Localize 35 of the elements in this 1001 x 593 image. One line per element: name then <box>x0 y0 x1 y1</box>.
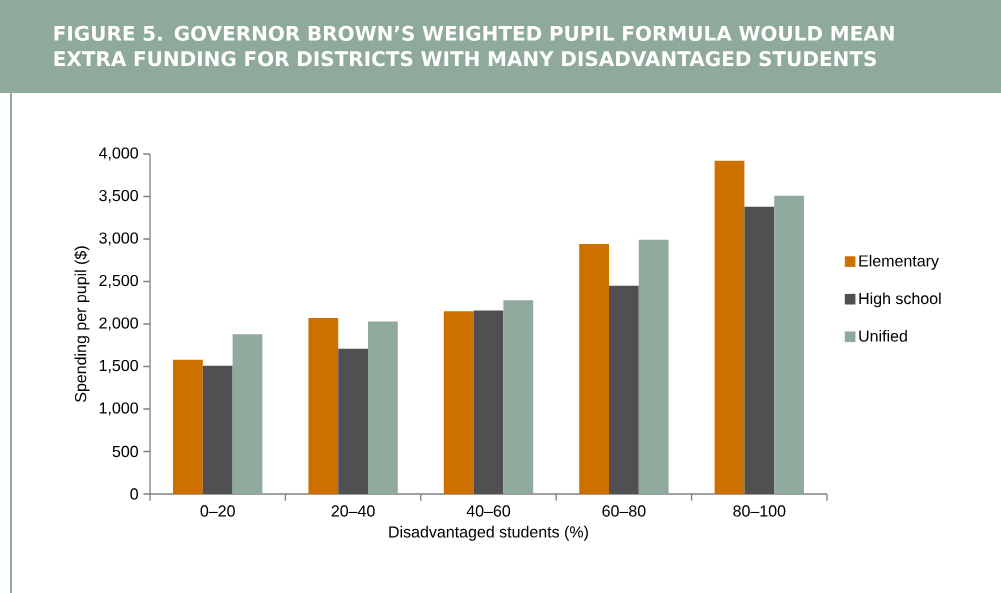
x-axis-title: Disadvantaged students (%) <box>389 525 588 541</box>
x-tick-label: 20–40 <box>331 505 375 517</box>
y-tick-label: 500 <box>112 445 139 458</box>
bar <box>173 359 203 494</box>
bar <box>308 318 339 494</box>
bar <box>443 311 474 494</box>
bar <box>232 334 263 494</box>
bar <box>714 160 745 494</box>
bar <box>202 365 233 494</box>
bar <box>503 300 534 494</box>
y-tick-label: 0 <box>130 488 139 500</box>
bar <box>579 244 609 494</box>
y-tick-label: 2,500 <box>99 274 139 289</box>
bar <box>744 206 775 494</box>
legend-label: High school <box>859 292 941 308</box>
x-tick-label: 40–60 <box>466 505 511 517</box>
bar <box>774 195 804 494</box>
legend-label: Elementary <box>859 254 939 270</box>
bar <box>609 285 639 494</box>
y-tick-label: 3,000 <box>99 232 139 246</box>
y-tick-label: 4,000 <box>98 147 139 161</box>
y-axis-title: Spending per pupil ($) <box>74 246 90 402</box>
bar <box>473 310 504 494</box>
legend-label: Unified <box>859 329 907 342</box>
x-tick-label: 60–80 <box>602 505 646 517</box>
chart-title: FIGURE 5. GOVERNOR BROWN’S WEIGHTED PUPIL FORMULA WOULD MEAN EXTRA FUNDING FOR DISTRICTS WITH MANY DISADVANTAGED STUDENTS <box>54 25 894 67</box>
bar <box>638 239 669 494</box>
y-tick-label: 2,000 <box>99 317 139 331</box>
y-tick-label: 1,000 <box>99 402 139 416</box>
bar <box>338 348 368 494</box>
bar <box>368 321 398 494</box>
x-tick-label: 0–20 <box>200 505 235 517</box>
x-tick-label: 80–100 <box>733 505 786 517</box>
y-tick-label: 1,500 <box>99 359 139 374</box>
y-tick-label: 3,500 <box>99 189 139 204</box>
